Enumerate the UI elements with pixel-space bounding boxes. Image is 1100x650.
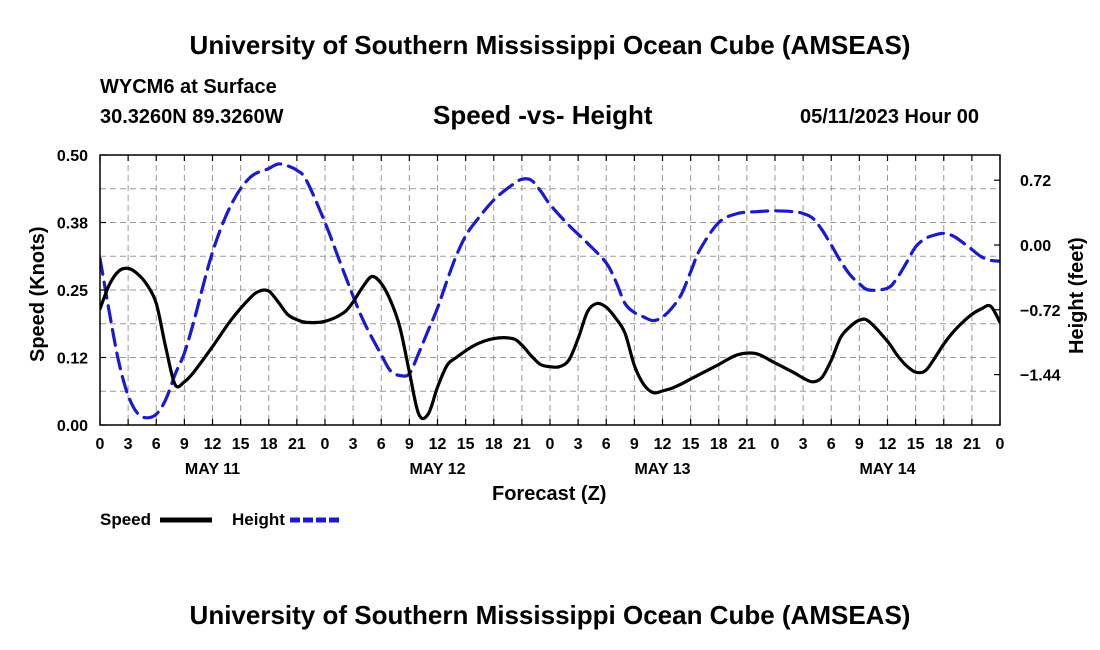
x-tick-label: 3 [799, 436, 808, 453]
chart-subtitle: Speed -vs- Height [433, 100, 653, 130]
x-tick-label: 3 [124, 436, 133, 453]
station-label: WYCM6 at Surface [100, 76, 277, 98]
date-label: MAY 13 [634, 461, 690, 478]
x-tick-label: 15 [457, 436, 475, 453]
date-label: MAY 12 [409, 461, 465, 478]
series-line-speed [100, 266, 1000, 421]
x-tick-label: 12 [879, 436, 897, 453]
datetime-label: 05/11/2023 Hour 00 [800, 106, 980, 128]
x-tick-label: 18 [710, 436, 728, 453]
date-label: MAY 14 [859, 461, 915, 478]
grid [100, 155, 1000, 425]
x-tick-label: 15 [232, 436, 250, 453]
y2-tick-label: 0.72 [1020, 173, 1051, 190]
x-tick-label: 21 [513, 436, 531, 453]
x-tick-label: 0 [771, 436, 780, 453]
x-axis-label: Forecast (Z) [492, 483, 606, 505]
x-tick-label: 0 [546, 436, 555, 453]
x-tick-label: 15 [907, 436, 925, 453]
x-tick-label: 9 [855, 436, 864, 453]
y-tick-label: 0.00 [57, 418, 88, 435]
tick-layer: 0 3 6 9 12 15 18 21 0 3 6 9 12 15 18 21 0 3 6 9 12 15 18 21 0 3 6 9… [57, 148, 1061, 478]
x-tick-label: 21 [738, 436, 756, 453]
chart-title-top: University of Southern Mississippi Ocean… [189, 30, 911, 60]
x-tick-label: 0 [96, 436, 105, 453]
y-tick-label: 0.12 [57, 351, 88, 368]
y2-tick-label: −0.72 [1020, 303, 1061, 320]
x-tick-label: 3 [574, 436, 583, 453]
y-tick-label: 0.50 [57, 148, 88, 165]
legend-label-speed: Speed [100, 510, 151, 529]
series-line-height [100, 162, 1000, 420]
date-label: MAY 11 [185, 461, 240, 478]
legend-label-height: Height [232, 510, 285, 529]
x-tick-label: 6 [152, 436, 161, 453]
x-tick-label: 3 [349, 436, 358, 453]
x-tick-label: 12 [204, 436, 222, 453]
x-tick-label: 9 [630, 436, 639, 453]
x-tick-label: 21 [963, 436, 981, 453]
series-layer [100, 162, 1000, 421]
x-tick-label: 15 [682, 436, 700, 453]
x-tick-label: 18 [260, 436, 278, 453]
x-tick-label: 18 [935, 436, 953, 453]
x-tick-label: 0 [996, 436, 1005, 453]
y-tick-label: 0.38 [57, 216, 88, 233]
x-tick-label: 9 [405, 436, 414, 453]
x-tick-label: 12 [654, 436, 672, 453]
x-tick-label: 6 [602, 436, 611, 453]
y-axis-label-left: Speed (Knots) [27, 226, 49, 362]
x-tick-label: 6 [827, 436, 836, 453]
y-axis-label-right: Height (feet) [1066, 237, 1088, 354]
legend: Speed Height [100, 510, 342, 529]
x-tick-label: 18 [485, 436, 503, 453]
x-tick-label: 21 [288, 436, 306, 453]
x-tick-label: 9 [180, 436, 189, 453]
y-tick-label: 0.25 [57, 283, 88, 300]
chart-title-bottom: University of Southern Mississippi Ocean… [189, 600, 911, 630]
x-tick-label: 0 [321, 436, 330, 453]
x-tick-label: 6 [377, 436, 386, 453]
location-label: 30.3260N 89.3260W [100, 106, 284, 128]
y2-tick-label: 0.00 [1020, 238, 1051, 255]
x-tick-label: 12 [429, 436, 447, 453]
y2-tick-label: −1.44 [1020, 368, 1061, 385]
